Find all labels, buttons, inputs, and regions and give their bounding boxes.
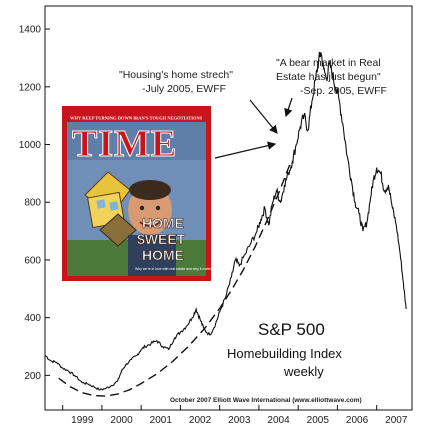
x-tick-label: 1999 [71, 415, 94, 426]
cover-headline-3: HOME [142, 247, 184, 263]
x-tick-label: 2003 [228, 415, 251, 426]
series-homebuilding-index [44, 51, 407, 391]
chart-credit: October 2007 Elliott Wave International … [170, 397, 362, 404]
y-tick-label: 800 [24, 198, 41, 209]
x-tick-label: 2006 [346, 415, 369, 426]
y-tick-label: 1400 [19, 25, 42, 36]
arrow-housing [249, 99, 278, 134]
cover-caption: Why we're in love with real estate and w… [135, 267, 214, 271]
annotation-bear-market: "A bear market in Real Estate has just b… [276, 57, 387, 97]
x-tick-label: 2001 [150, 415, 173, 426]
chart-title: S&P 500 [258, 320, 325, 339]
y-tick-label: 1000 [19, 140, 42, 151]
x-tick-label: 2000 [110, 415, 133, 426]
y-tick-label: 1200 [19, 82, 42, 93]
x-axis: 1999 2000 2001 2002 2003 2004 2005 2006 2007 [62, 405, 408, 426]
cover-top-banner: WHY KEEP TURNING DOWN IRAN'S TOUGH NEGOT… [70, 116, 203, 121]
time-magazine-cover: WHY KEEP TURNING DOWN IRAN'S TOUGH NEGOT… [62, 106, 214, 281]
arrow-cover [214, 141, 277, 159]
plot-frame [44, 5, 413, 411]
y-tick-label: 600 [24, 255, 41, 266]
y-axis: 200 400 600 800 1000 1200 1400 [19, 25, 50, 382]
y-tick-label: 200 [24, 371, 41, 382]
cover-masthead: TIME [72, 123, 177, 165]
annotation-housing: "Housing's home strech" -July 2005, EWFF [119, 69, 236, 95]
x-tick-label: 2007 [385, 415, 408, 426]
x-tick-label: 2005 [307, 415, 330, 426]
chart-subtitle-line-2: weekly [283, 364, 324, 379]
chart-subtitle-line-1: Homebuilding Index [227, 346, 342, 361]
y-tick-label: 400 [24, 313, 41, 324]
x-tick-label: 2004 [267, 415, 290, 426]
cover-house-illustration [84, 171, 137, 247]
cover-headline-1: HOME [142, 215, 184, 231]
cover-headline-2: $WEET [137, 231, 186, 247]
series-trend-dashed [58, 163, 291, 397]
x-tick-label: 2002 [189, 415, 212, 426]
arrow-bear-market [284, 97, 293, 118]
cover-person-illustration [128, 180, 176, 276]
